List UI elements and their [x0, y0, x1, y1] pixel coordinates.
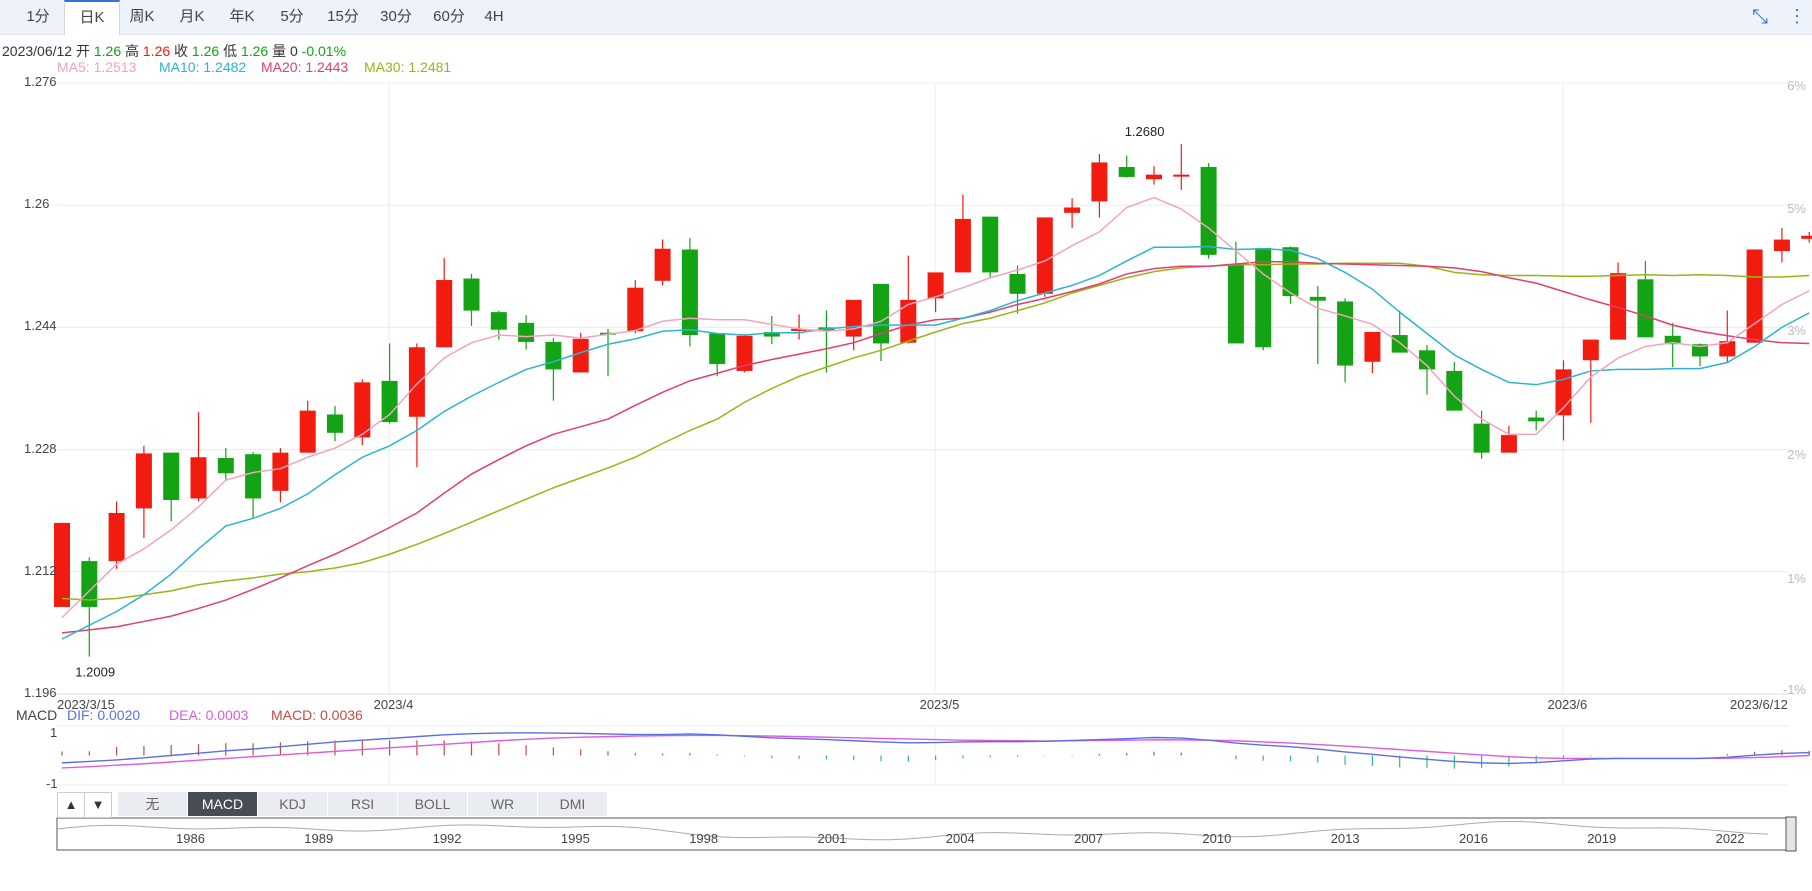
candle-body-52 — [1474, 424, 1490, 453]
navigator-year-0: 1986 — [176, 831, 205, 846]
navigator-year-12: 2022 — [1716, 831, 1745, 846]
navigator-year-2: 1992 — [433, 831, 462, 846]
pct-tick-2: 3% — [1768, 323, 1806, 338]
candle-body-3 — [136, 453, 152, 508]
candle-body-13 — [409, 347, 425, 417]
candle-body-5 — [191, 457, 207, 498]
candle-body-31 — [900, 300, 916, 343]
candle-body-16 — [491, 312, 507, 330]
candle-body-18 — [545, 342, 561, 369]
macd-axis-bottom: -1 — [46, 776, 58, 791]
pct-tick-3: 2% — [1768, 447, 1806, 462]
candle-body-41 — [1173, 175, 1189, 177]
candle-body-33 — [955, 219, 971, 272]
candle-body-29 — [846, 300, 862, 337]
candle-body-39 — [1119, 167, 1135, 177]
navigator-year-10: 2016 — [1459, 831, 1488, 846]
candle-body-63 — [1774, 240, 1790, 251]
indicator-tab-4[interactable]: BOLL — [398, 792, 468, 816]
candle-body-36 — [1037, 217, 1053, 293]
candle-body-30 — [873, 284, 889, 344]
candle-body-43 — [1228, 265, 1244, 344]
pct-tick-4: 1% — [1768, 571, 1806, 586]
indicator-tab-1[interactable]: MACD — [188, 792, 258, 816]
navigator-year-4: 1998 — [689, 831, 718, 846]
candle-body-14 — [436, 280, 452, 347]
min-price-label: 1.2009 — [75, 665, 115, 680]
candle-body-54 — [1528, 418, 1544, 422]
candle-body-35 — [1010, 274, 1026, 294]
indicator-tab-5[interactable]: WR — [468, 792, 538, 816]
candle-body-7 — [245, 454, 261, 498]
macd-dif-legend: DIF: 0.0020 — [67, 707, 140, 723]
pct-tick-0: 6% — [1768, 78, 1806, 93]
pct-tick-5: -1% — [1768, 682, 1806, 697]
navigator-year-6: 2004 — [946, 831, 975, 846]
candle-body-40 — [1146, 175, 1162, 180]
navigator-year-9: 2013 — [1331, 831, 1360, 846]
candle-body-11 — [354, 382, 370, 437]
candle-body-19 — [573, 339, 589, 373]
macd-value-legend: MACD: 0.0036 — [271, 707, 363, 723]
indicator-down-button[interactable]: ▼ — [84, 792, 112, 818]
navigator-year-5: 2001 — [818, 831, 847, 846]
candle-body-62 — [1747, 249, 1763, 342]
candle-body-4 — [163, 453, 179, 500]
max-price-label: 1.2680 — [1125, 124, 1165, 139]
candle-body-58 — [1637, 279, 1653, 337]
candle-body-24 — [709, 334, 725, 365]
candle-body-2 — [109, 513, 125, 561]
candle-body-10 — [327, 414, 343, 432]
candle-body-46 — [1310, 297, 1326, 301]
candle-body-15 — [464, 279, 480, 311]
candle-body-42 — [1201, 167, 1217, 255]
candle-body-9 — [300, 411, 316, 453]
navigator-handle — [1786, 817, 1796, 851]
candle-body-8 — [272, 453, 288, 491]
indicator-up-button[interactable]: ▲ — [57, 792, 85, 818]
candle-body-56 — [1583, 340, 1599, 361]
candle-body-17 — [518, 323, 534, 342]
candle-body-12 — [382, 381, 398, 422]
x-tick-3: 2023/6 — [1548, 697, 1588, 712]
y-tick-0: 1.276 — [24, 74, 57, 89]
y-tick-2: 1.244 — [24, 318, 57, 333]
x-tick-2: 2023/5 — [920, 697, 960, 712]
candle-body-48 — [1364, 332, 1380, 362]
x-tick-1: 2023/4 — [374, 697, 414, 712]
pct-tick-1: 5% — [1768, 201, 1806, 216]
y-tick-1: 1.26 — [24, 196, 49, 211]
navigator-year-1: 1989 — [304, 831, 333, 846]
candle-body-64 — [1801, 236, 1812, 239]
indicator-tab-0[interactable]: 无 — [118, 792, 188, 816]
y-tick-5: 1.196 — [24, 685, 57, 700]
candle-body-47 — [1337, 301, 1353, 365]
indicator-tab-2[interactable]: KDJ — [258, 792, 328, 816]
indicator-tab-3[interactable]: RSI — [328, 792, 398, 816]
navigator-year-7: 2007 — [1074, 831, 1103, 846]
candle-body-21 — [627, 288, 643, 332]
y-tick-4: 1.212 — [24, 563, 57, 578]
candle-body-6 — [218, 458, 234, 473]
navigator-year-11: 2019 — [1587, 831, 1616, 846]
x-tick-4: 2023/6/12 — [1730, 697, 1788, 712]
y-tick-3: 1.228 — [24, 441, 57, 456]
macd-label: MACD — [16, 707, 57, 723]
candle-body-23 — [682, 249, 698, 335]
candle-body-53 — [1501, 435, 1517, 453]
candle-body-38 — [1091, 162, 1107, 201]
navigator-year-3: 1995 — [561, 831, 590, 846]
candle-body-22 — [655, 249, 671, 281]
navigator-year-8: 2010 — [1202, 831, 1231, 846]
candle-body-49 — [1392, 335, 1408, 353]
candle-body-37 — [1064, 207, 1080, 212]
candle-body-34 — [982, 217, 998, 273]
macd-dea-legend: DEA: 0.0003 — [169, 707, 248, 723]
macd-axis-top: 1 — [50, 725, 57, 740]
indicator-tab-6[interactable]: DMI — [538, 792, 608, 816]
